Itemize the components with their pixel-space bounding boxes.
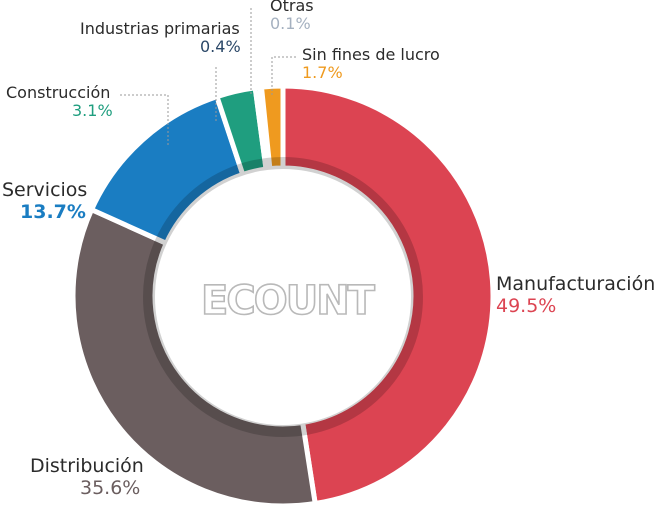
donut-slice-sin-fines-de-lucro [258, 83, 286, 172]
donut-slice-distribucion [70, 206, 319, 506]
series-value: 0.4% [200, 37, 241, 57]
label-manufacturacion: Manufacturación 49.5% [496, 273, 656, 318]
leader-line-sin-fines-de-lucro [271, 56, 296, 95]
series-value: 35.6% [80, 476, 141, 499]
series-value: 1.7% [302, 63, 343, 83]
leader-line-construccion [120, 94, 169, 145]
series-name: Industrias primarias [80, 19, 240, 38]
label-otras: Otras 0.1% [270, 0, 314, 34]
series-name: Servicios [2, 179, 88, 201]
series-name: Distribución [30, 455, 144, 477]
label-sin-fines-de-lucro: Sin fines de lucro 1.7% [302, 45, 440, 83]
series-value: 0.1% [270, 14, 311, 34]
series-value: 3.1% [72, 101, 113, 121]
series-name: Construcción [6, 83, 111, 102]
label-industrias-primarias: Industrias primarias 0.4% [80, 19, 241, 57]
series-name: Manufacturación [496, 273, 656, 295]
label-servicios: Servicios 13.7% [2, 179, 88, 224]
ecount-logo: ECOUNT [200, 277, 376, 325]
series-value: 13.7% [20, 200, 86, 223]
series-name: Sin fines de lucro [302, 45, 440, 64]
donut-inner-shadow [143, 157, 423, 437]
label-construccion: Construcción 3.1% [6, 83, 113, 121]
donut-slice-manufacturacion [280, 83, 496, 506]
series-value: 49.5% [496, 294, 557, 317]
label-distribucion: Distribución 35.6% [30, 455, 144, 500]
series-name: Otras [270, 0, 314, 15]
